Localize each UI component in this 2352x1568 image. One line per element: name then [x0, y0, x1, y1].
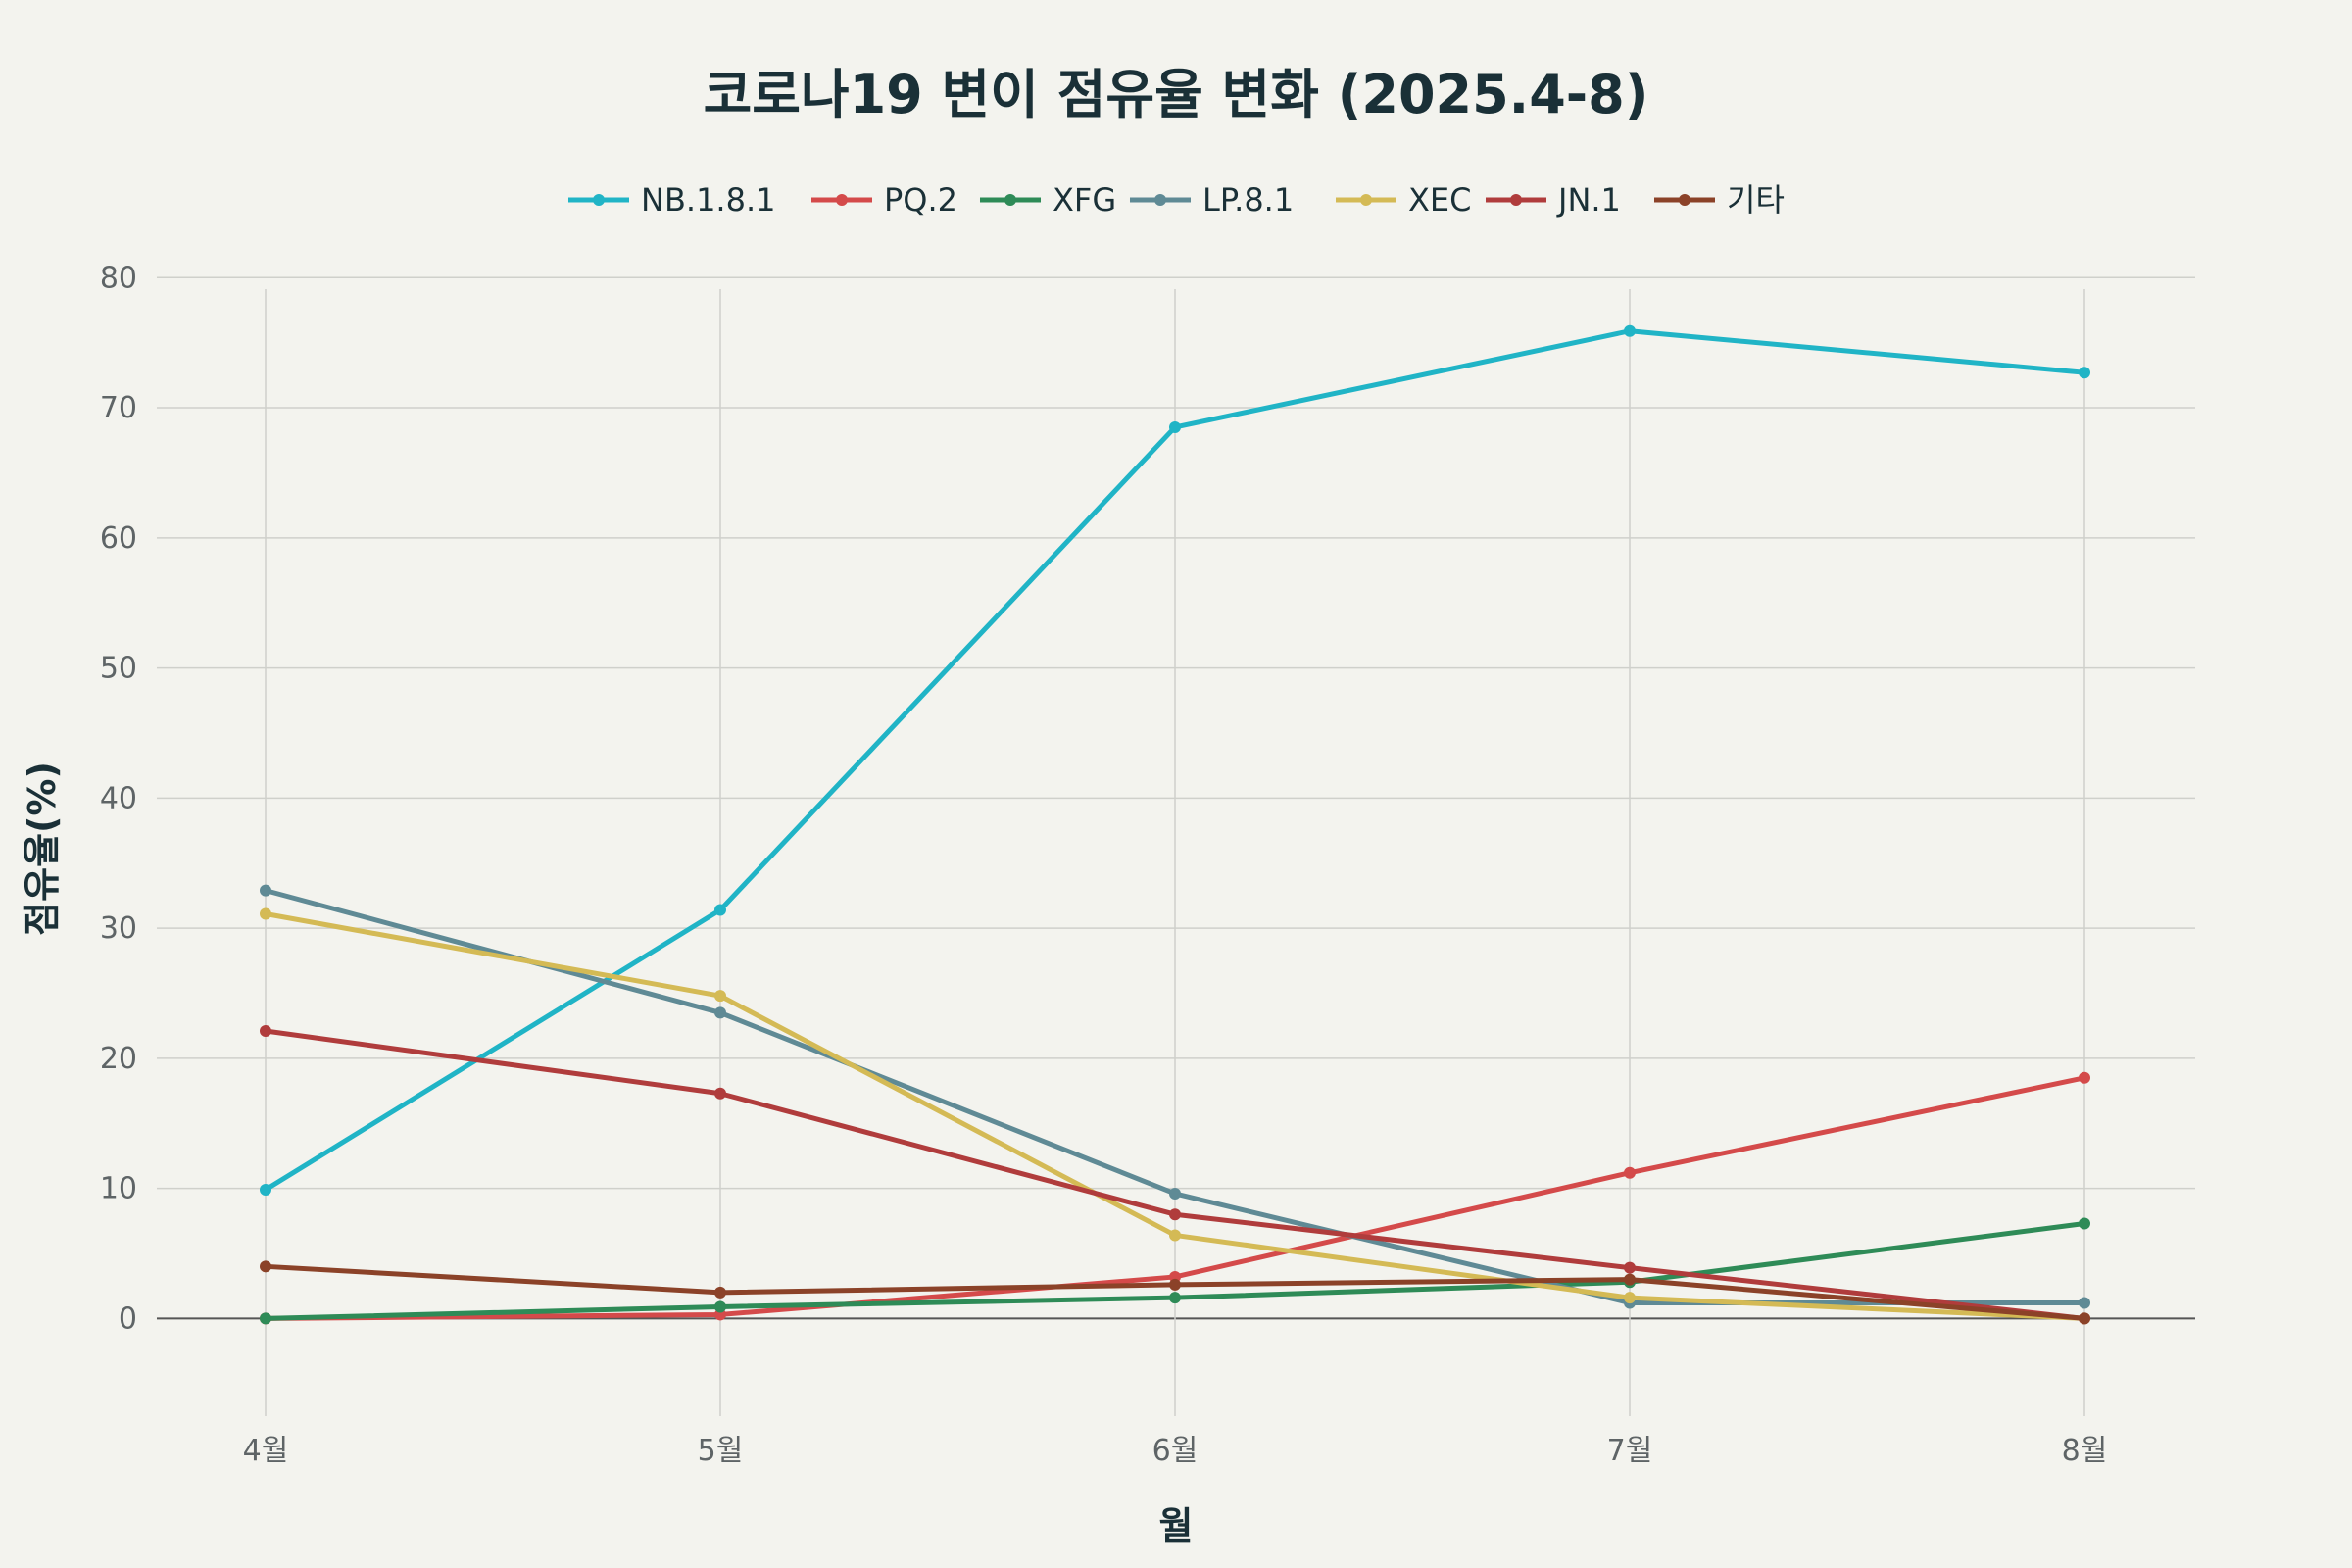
legend-item: JN.1 — [1486, 181, 1621, 219]
legend-item: XFG — [980, 181, 1116, 219]
legend: NB.1.8.1 PQ.2 XFG LP.8.1 XEC JN.1 기타 — [568, 181, 1785, 219]
data-point — [1169, 1292, 1181, 1304]
legend-label: LP.8.1 — [1202, 181, 1294, 219]
data-point — [1169, 1278, 1181, 1291]
data-point — [1169, 1208, 1181, 1221]
y-tick-label: 60 — [100, 521, 137, 556]
x-tick-label: 7월 — [1607, 1434, 1653, 1468]
legend-label: XEC — [1408, 181, 1471, 219]
y-tick-label: 0 — [119, 1301, 137, 1336]
y-tick-label: 40 — [100, 781, 137, 815]
legend-marker — [1154, 194, 1166, 206]
data-point — [1169, 1187, 1181, 1200]
data-point — [260, 1183, 271, 1196]
data-point — [714, 1286, 726, 1298]
y-tick-label: 20 — [100, 1042, 137, 1076]
legend-label: JN.1 — [1556, 181, 1621, 219]
legend-label: PQ.2 — [884, 181, 957, 219]
grid — [157, 276, 2195, 1416]
y-tick-label: 70 — [100, 391, 137, 425]
legend-marker — [1679, 194, 1690, 206]
y-axis-ticks: 0 10 20 30 40 50 60 70 80 — [100, 261, 137, 1336]
y-tick-label: 30 — [100, 911, 137, 946]
data-point — [714, 1087, 726, 1100]
data-point — [1169, 1229, 1181, 1242]
data-point — [1624, 1166, 1636, 1179]
data-point — [1624, 1261, 1636, 1274]
x-tick-label: 4월 — [243, 1434, 289, 1468]
data-point — [714, 904, 726, 916]
series-group — [260, 324, 2090, 1325]
legend-label: NB.1.8.1 — [641, 181, 775, 219]
legend-item: XEC — [1336, 181, 1471, 219]
data-point — [1624, 324, 1636, 337]
legend-item: 기타 — [1654, 181, 1785, 219]
data-point — [1624, 1273, 1636, 1286]
data-point — [2079, 1071, 2090, 1084]
data-point — [260, 1312, 271, 1325]
series-기타 — [260, 1260, 2090, 1325]
legend-marker — [593, 194, 605, 206]
data-point — [260, 907, 271, 920]
data-point — [2079, 367, 2090, 379]
data-point — [260, 1025, 271, 1038]
legend-marker — [1360, 194, 1372, 206]
legend-marker — [836, 194, 848, 206]
legend-marker — [1510, 194, 1522, 206]
legend-item: NB.1.8.1 — [568, 181, 775, 219]
data-point — [2079, 1297, 2090, 1309]
legend-item: PQ.2 — [811, 181, 957, 219]
data-point — [2079, 1312, 2090, 1325]
data-point — [714, 1300, 726, 1313]
data-point — [1169, 420, 1181, 433]
x-tick-label: 5월 — [698, 1434, 744, 1468]
x-tick-label: 6월 — [1152, 1434, 1199, 1468]
legend-item: LP.8.1 — [1130, 181, 1294, 219]
y-tick-label: 10 — [100, 1172, 137, 1206]
data-point — [2079, 1217, 2090, 1230]
legend-label: XFG — [1053, 181, 1116, 219]
series-XEC — [260, 907, 2090, 1325]
legend-label: 기타 — [1727, 181, 1785, 219]
y-tick-label: 50 — [100, 652, 137, 686]
data-point — [260, 1260, 271, 1273]
data-point — [1624, 1292, 1636, 1304]
data-point — [714, 1006, 726, 1019]
data-point — [714, 990, 726, 1003]
chart-title: 코로나19 변이 점유율 변화 (2025.4-8) — [704, 64, 1649, 125]
legend-marker — [1004, 194, 1016, 206]
series-NB.1.8.1 — [260, 324, 2090, 1196]
y-tick-label: 80 — [100, 261, 137, 295]
x-axis-title: 월 — [1159, 1504, 1194, 1547]
data-point — [260, 884, 271, 897]
x-axis-ticks: 4월 5월 6월 7월 8월 — [243, 1434, 2108, 1468]
y-axis-title: 점유율(%) — [21, 761, 64, 936]
x-tick-label: 8월 — [2062, 1434, 2108, 1468]
